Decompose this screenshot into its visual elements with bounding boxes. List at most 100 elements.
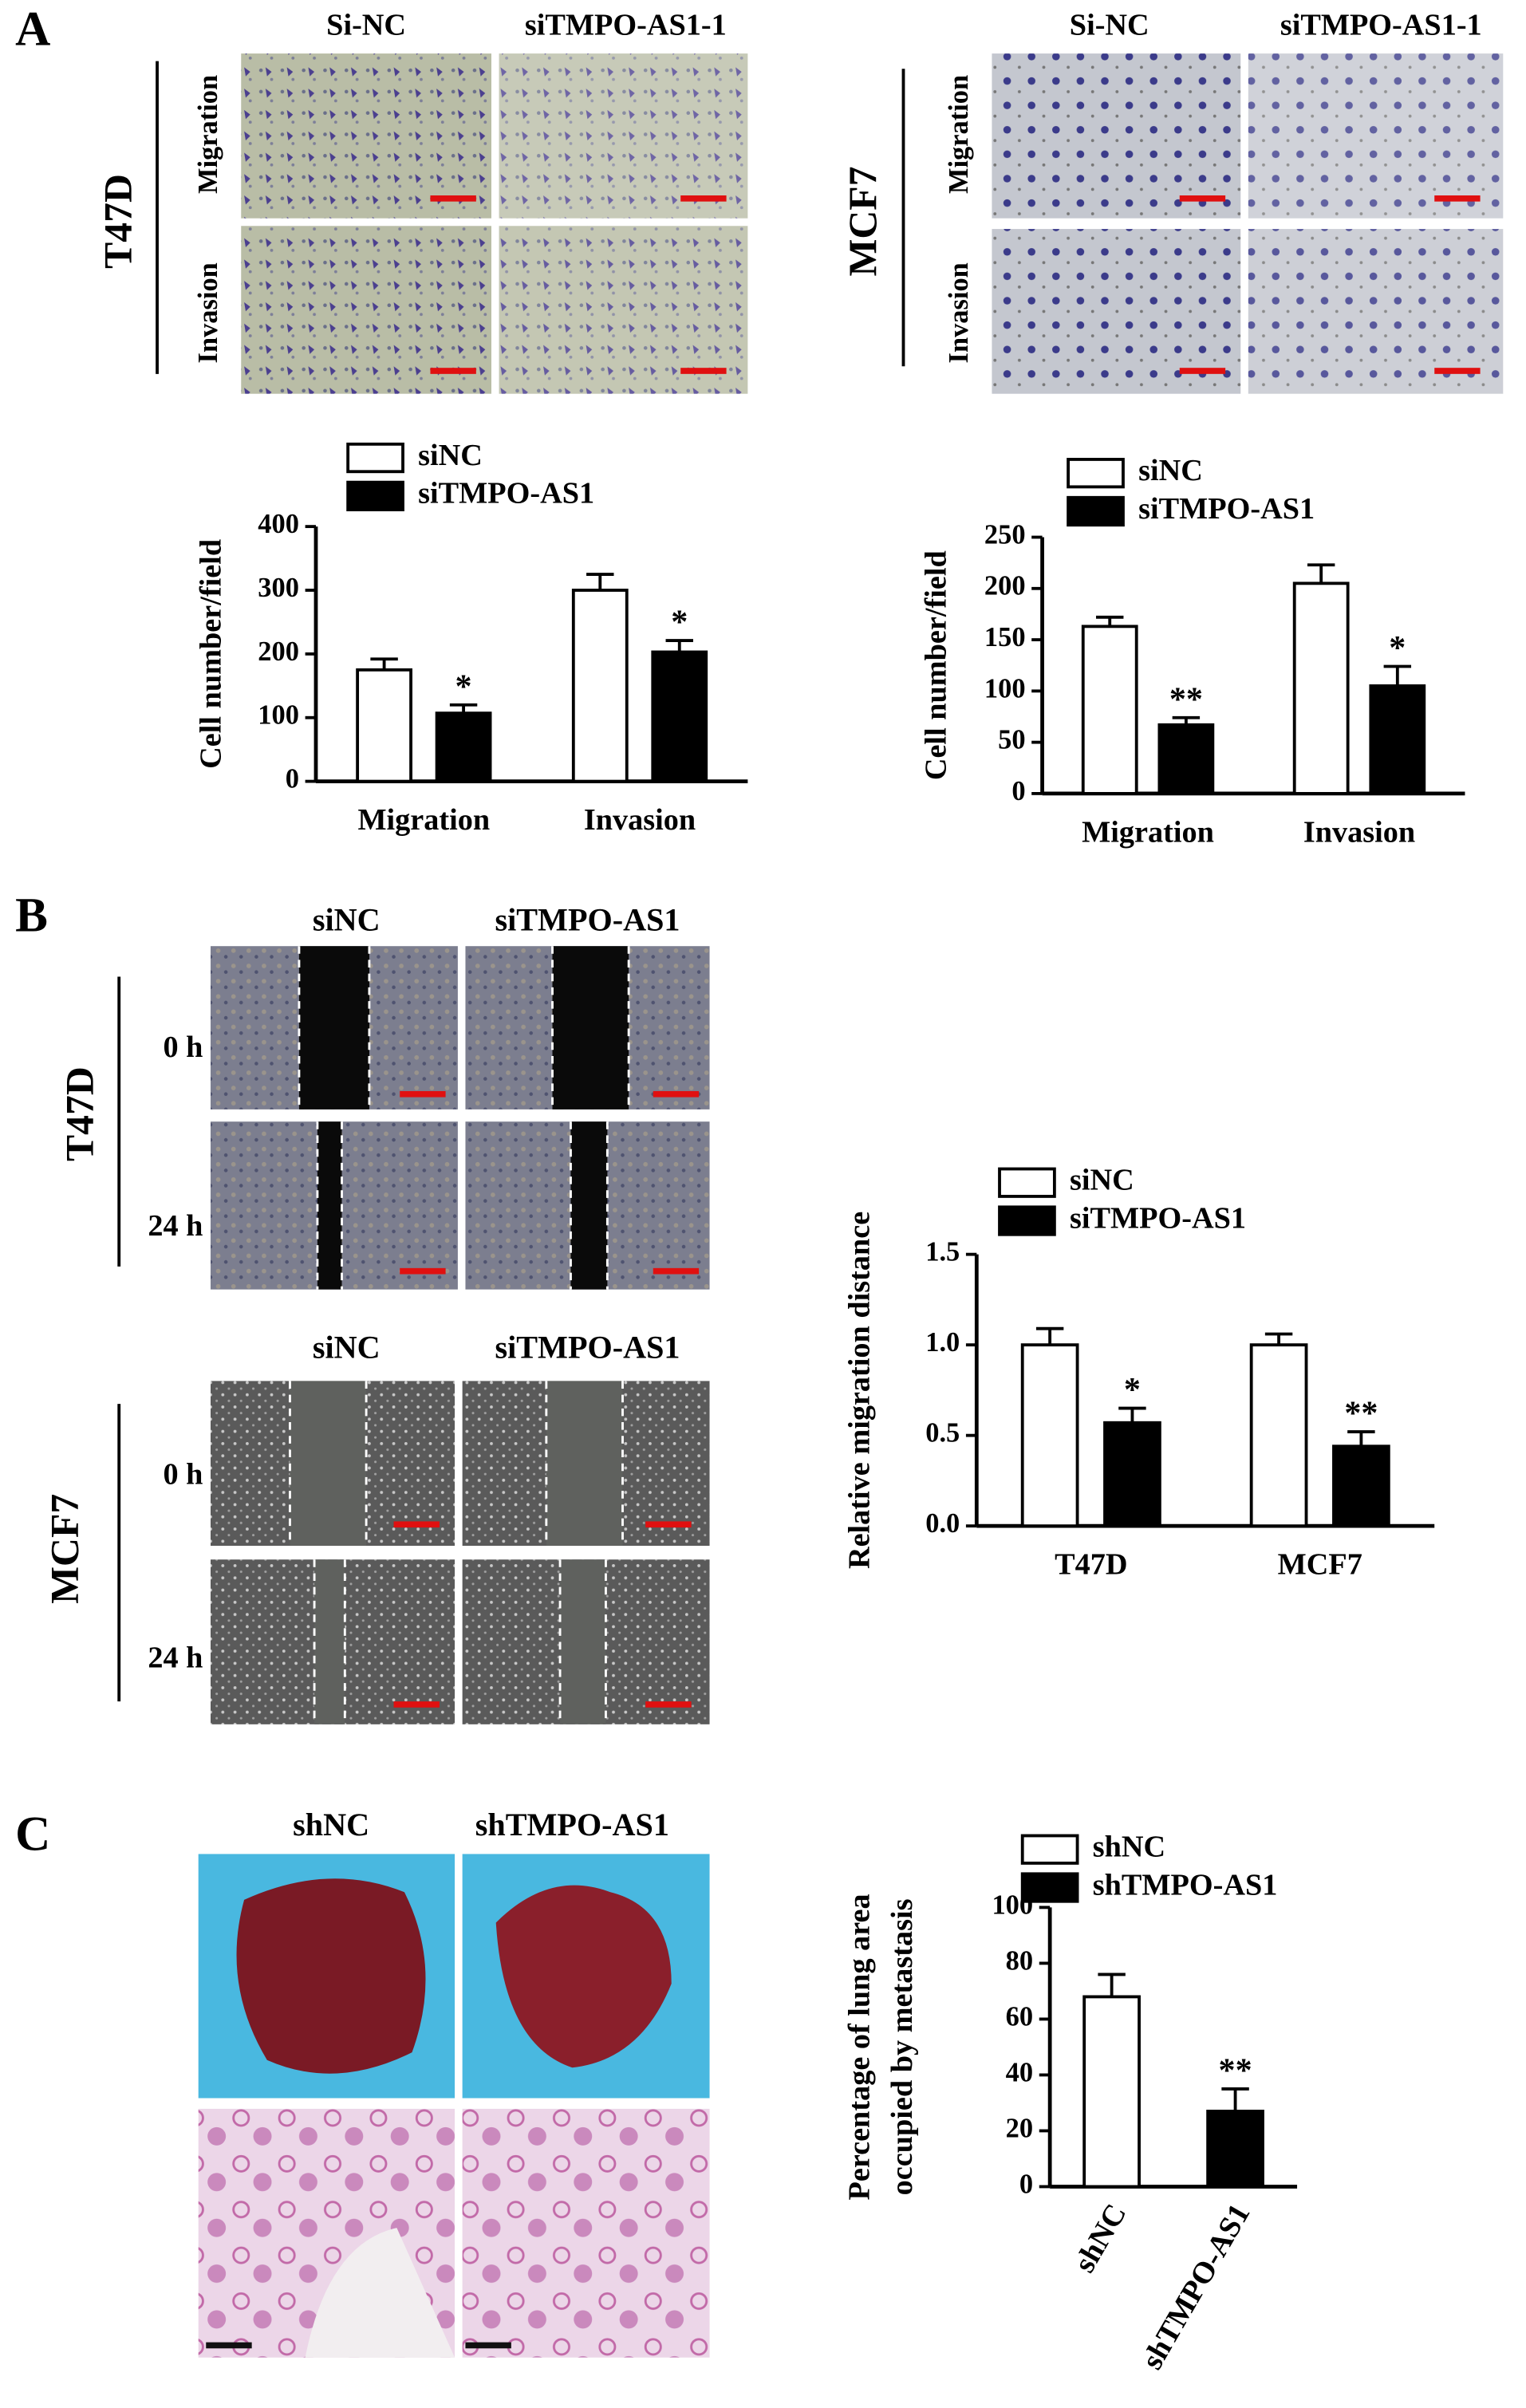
legend-swatch <box>1067 458 1125 489</box>
cell-line: T47D <box>96 174 140 269</box>
y-axis-title: Percentage of lung area <box>843 1894 877 2200</box>
y-tick-label: 20 <box>1006 2113 1033 2143</box>
lung <box>495 1885 672 2068</box>
legend-swatch <box>998 1205 1056 1236</box>
legend-swatch <box>1020 1834 1079 1865</box>
row-label: 0 h <box>163 1031 203 1064</box>
bar <box>1206 2110 1264 2189</box>
image <box>992 53 1241 219</box>
wound-gap <box>570 1121 608 1290</box>
legend-label: siNC <box>1070 1163 1134 1196</box>
image <box>1248 229 1504 394</box>
lung <box>236 1878 426 2074</box>
legend-swatch <box>1020 1872 1079 1903</box>
image <box>499 53 748 219</box>
column-label: siTMPO-AS1-1 <box>525 8 727 41</box>
image <box>1248 53 1504 219</box>
x-tick-label: Migration <box>1082 815 1214 849</box>
row-label: Migration <box>193 75 223 194</box>
column-label: siNC <box>313 1329 381 1365</box>
micrographs <box>117 53 1504 2358</box>
column-label: siNC <box>313 902 381 938</box>
wound-gap <box>546 1381 623 1547</box>
y-tick-label: 50 <box>998 725 1025 755</box>
error-bar <box>1307 563 1335 584</box>
legend-label: siTMPO-AS1 <box>1138 492 1315 526</box>
cell-line: MCF7 <box>42 1494 86 1604</box>
error-bar <box>1096 615 1124 627</box>
bar <box>571 589 629 783</box>
y-tick-label: 200 <box>984 571 1026 601</box>
row-label: 24 h <box>148 1209 203 1243</box>
row-label: Invasion <box>944 262 974 363</box>
y-tick-label: 150 <box>984 622 1026 652</box>
y-tick-label: 80 <box>1006 1945 1033 1976</box>
wound-edges <box>289 946 630 1724</box>
bar <box>1249 1343 1308 1528</box>
bar <box>356 668 412 783</box>
y-tick-label: 200 <box>258 636 299 667</box>
legend-label: siNC <box>1138 454 1203 487</box>
cell-line: T47D <box>58 1066 102 1161</box>
scale-bars <box>206 195 1481 2349</box>
y-tick-label: 250 <box>984 519 1026 550</box>
row-label: Invasion <box>193 262 223 363</box>
column-label: siTMPO-AS1 <box>495 902 680 938</box>
y-axis-title: occupied by metastasis <box>885 1898 919 2195</box>
error-bar <box>1118 1406 1146 1423</box>
x-tick-label: Migration <box>357 803 490 837</box>
image <box>499 226 748 394</box>
column-label: siTMPO-AS1-1 <box>1280 8 1482 41</box>
legend-swatch <box>346 442 404 474</box>
legend-swatch <box>346 480 404 511</box>
column-label: siTMPO-AS1 <box>495 1329 680 1365</box>
error-bar <box>665 639 693 652</box>
error-bar <box>586 573 614 590</box>
bar <box>1292 581 1350 795</box>
significance: * <box>1124 1372 1141 1409</box>
wound-gap <box>290 1381 367 1547</box>
significance: ** <box>1344 1396 1378 1433</box>
wound-gap <box>314 1559 345 1724</box>
bar <box>435 711 492 783</box>
error-bar <box>449 703 478 714</box>
image <box>992 229 1241 394</box>
y-tick-label: 0 <box>286 764 299 794</box>
y-axis-title: Cell number/field <box>195 539 228 769</box>
y-tick-label: 100 <box>258 700 299 731</box>
x-tick-label: T47D <box>1055 1548 1127 1582</box>
error-bar <box>1035 1326 1064 1346</box>
legend-label: siNC <box>418 439 483 472</box>
y-tick-label: 300 <box>258 573 299 603</box>
legend-swatch <box>998 1167 1056 1198</box>
error-bar <box>1347 1430 1375 1447</box>
y-tick-label: 40 <box>1006 2057 1033 2087</box>
bar <box>1082 1995 1141 2189</box>
legend-label: siTMPO-AS1 <box>418 477 594 510</box>
row-brackets <box>117 61 905 1702</box>
y-tick-label: 0 <box>1011 776 1025 806</box>
labels: A B C Si-NC siTMPO-AS1-1 Si-NC siTMPO-AS… <box>15 2 1482 1861</box>
y-tick-label: 0 <box>1019 2169 1033 2199</box>
legend-swatch <box>1067 495 1125 527</box>
column-label: Si-NC <box>326 8 406 41</box>
row-label: 0 h <box>163 1458 203 1492</box>
column-label: Si-NC <box>1070 8 1149 41</box>
panel-label: A <box>15 2 50 56</box>
wound-gap <box>552 946 629 1109</box>
y-tick-label: 400 <box>258 509 299 539</box>
image <box>241 226 491 394</box>
column-label: shNC <box>293 1807 369 1842</box>
vessel <box>305 2228 455 2358</box>
significance: * <box>455 668 472 705</box>
x-tick-label: Invasion <box>584 803 696 837</box>
wound-gap <box>560 1559 606 1724</box>
image <box>241 53 491 219</box>
y-tick-label: 1.5 <box>925 1237 960 1267</box>
x-tick-label: shTMPO-AS1 <box>1135 2198 1256 2375</box>
error-bar <box>1098 1973 1126 1997</box>
error-bar <box>1221 2087 1249 2111</box>
y-axis-title: Cell number/field <box>919 550 952 780</box>
legend-label: shTMPO-AS1 <box>1093 1868 1278 1902</box>
